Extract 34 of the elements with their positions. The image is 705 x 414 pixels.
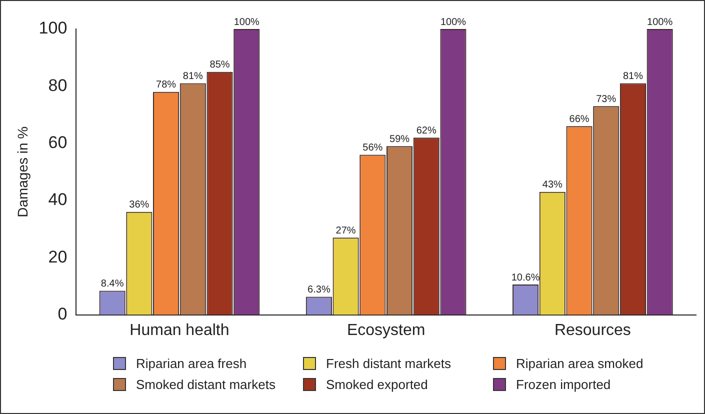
data-label: 66% bbox=[569, 114, 590, 125]
legend-label: Frozen imported bbox=[516, 377, 611, 392]
y-tick-label: 80 bbox=[48, 76, 68, 95]
data-label: 81% bbox=[622, 71, 644, 82]
data-label: 56% bbox=[362, 142, 383, 154]
data-label: 27% bbox=[336, 225, 356, 236]
y-tick-label: 60 bbox=[48, 133, 68, 152]
x-tick-label: Resources bbox=[554, 322, 631, 339]
data-label: 85% bbox=[210, 60, 230, 71]
legend-label: Riparian area smoked bbox=[516, 356, 644, 371]
legend-label: Smoked distant markets bbox=[136, 377, 276, 392]
legend-label: Smoked exported bbox=[326, 377, 428, 392]
data-label: 73% bbox=[596, 94, 616, 105]
y-tick-label: 0 bbox=[58, 304, 68, 324]
data-label: 100% bbox=[647, 16, 673, 28]
y-tick-label: 40 bbox=[48, 190, 68, 210]
x-tick-label: Human health bbox=[130, 322, 230, 339]
data-label: 10.6% bbox=[511, 272, 540, 284]
data-label: 6.3% bbox=[308, 284, 330, 296]
data-label: 100% bbox=[440, 16, 466, 28]
data-label: 62% bbox=[416, 125, 436, 136]
y-axis-title: Damages in % bbox=[14, 126, 30, 218]
data-label: 78% bbox=[156, 80, 176, 91]
y-tick-label: 100 bbox=[38, 18, 68, 38]
data-label: 8.4% bbox=[100, 278, 124, 290]
data-label: 81% bbox=[182, 71, 204, 82]
data-label: 43% bbox=[542, 180, 563, 191]
y-tick-label: 20 bbox=[48, 247, 68, 266]
data-label: 36% bbox=[129, 200, 150, 211]
legend-label: Riparian area fresh bbox=[136, 356, 247, 371]
data-label: 100% bbox=[234, 16, 260, 28]
x-tick-label: Ecosystem bbox=[346, 322, 426, 339]
data-label: 59% bbox=[390, 134, 410, 145]
legend-label: Fresh distant markets bbox=[326, 356, 451, 371]
